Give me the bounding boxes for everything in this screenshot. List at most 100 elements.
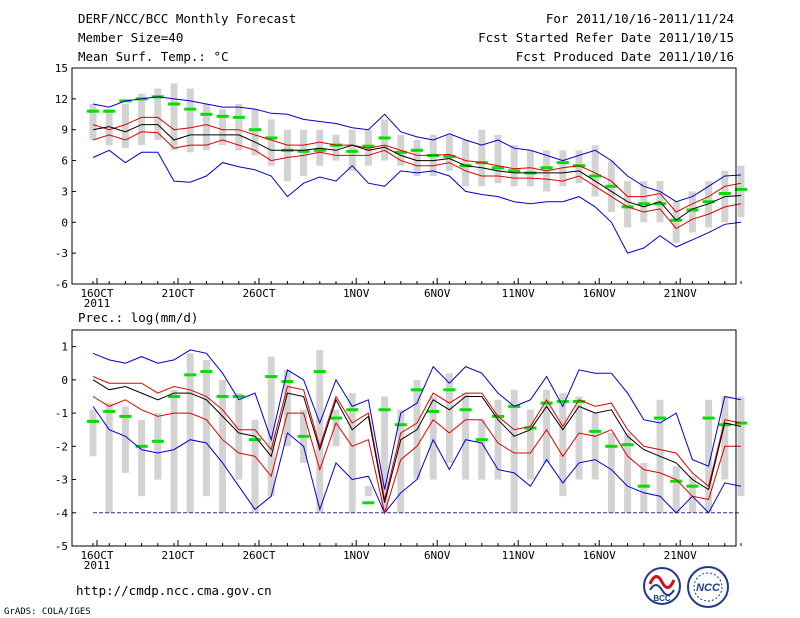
prec-y-tick-label: 0 <box>61 374 68 387</box>
prec-range-bar <box>429 396 437 480</box>
prec-y-tick-label: 1 <box>61 341 68 354</box>
prec-plot-frame <box>71 329 737 547</box>
prec-range-bar <box>105 403 113 513</box>
temp-range-bar <box>591 145 599 197</box>
ncc-logo-inner-ring <box>693 572 723 602</box>
temp-x-tick-label: 16NOV <box>583 287 616 300</box>
variable-label: Mean Surf. Temp.: °C <box>78 49 229 64</box>
prec-range-bar <box>202 359 210 497</box>
temp-range-bar <box>267 119 275 166</box>
ncc-logo: NCC <box>687 566 729 608</box>
prec-median-line <box>92 379 742 503</box>
prec-range-bar <box>251 419 259 513</box>
temp-x-tick-label: 1NOV <box>343 287 370 300</box>
prec-range-bar <box>672 466 680 513</box>
temp-range-bar <box>478 129 486 187</box>
temp-range-bar <box>251 109 259 156</box>
prec-range-bar <box>559 393 567 497</box>
temp-range-bar <box>624 181 632 228</box>
prec-max-line <box>92 349 742 490</box>
temp-range-bar <box>186 88 194 153</box>
prec-range-bar <box>478 419 486 480</box>
prec-range-bar <box>607 433 615 513</box>
temp-p25-line <box>92 131 742 230</box>
temp-range-bar <box>494 134 502 184</box>
temp-y-tick-label: 9 <box>61 124 68 137</box>
temp-range-bar <box>688 191 696 233</box>
temp-x-tick-label: 11NOV <box>502 287 535 300</box>
temp-y-tick-label: -6 <box>55 278 68 291</box>
prec-range-bar <box>283 369 291 447</box>
prec-y-tick-label: -3 <box>55 474 68 487</box>
temp-x-tick-label: 26OCT <box>242 287 275 300</box>
temp-range-bar <box>381 119 389 161</box>
prec-p75-line <box>92 376 742 500</box>
temp-range-bar <box>219 109 227 146</box>
temp-range-bar <box>121 104 129 149</box>
temp-range-bar <box>89 104 97 140</box>
prec-x-tick-label: 1NOV <box>343 549 370 562</box>
prec-range-bar <box>526 409 534 480</box>
temp-x-tick-label: 16OCT <box>80 287 113 300</box>
prec-range-bar <box>154 413 162 480</box>
prec-x-tick-label: 16NOV <box>583 549 616 562</box>
prec-range-bar <box>267 356 275 497</box>
source-url[interactable]: http://cmdp.ncc.cma.gov.cn <box>76 583 272 598</box>
prec-range-bar <box>170 389 178 513</box>
bcc-logo: BCC <box>643 567 681 605</box>
temp-range-bar <box>202 104 210 151</box>
prec-range-bar <box>235 393 243 480</box>
prec-range-bar <box>494 399 502 480</box>
temp-p75-line <box>92 116 742 213</box>
prec-y-tick-label: -2 <box>55 440 68 453</box>
temp-x-tick-label: 21NOV <box>664 287 697 300</box>
temp-range-bar <box>672 201 680 243</box>
bcc-logo-swirl <box>648 575 676 589</box>
prec-range-bar <box>640 462 648 513</box>
temp-range-bar <box>235 104 243 151</box>
temp-median-line <box>92 124 742 221</box>
temp-max-line <box>92 96 742 203</box>
temp-range-bar <box>170 83 178 151</box>
prec-min-line <box>92 406 742 514</box>
precip-label: Prec.: log(mm/d) <box>78 310 198 325</box>
prec-y-tick-label: -1 <box>55 407 68 420</box>
temp-range-bar <box>332 134 340 161</box>
prec-range-bar <box>219 379 227 513</box>
prec-range-bar <box>688 476 696 513</box>
temp-x-tick-label: 6NOV <box>424 287 451 300</box>
temp-y-tick-label: -3 <box>55 247 68 260</box>
prec-range-bar <box>332 409 340 447</box>
prec-range-bar <box>89 409 97 457</box>
prec-range-bar <box>186 353 194 513</box>
temp-y-tick-label: 6 <box>61 155 68 168</box>
prec-range-bar <box>445 373 453 463</box>
bcc-logo-text: BCC <box>653 594 671 603</box>
temp-range-bar <box>445 134 453 171</box>
temp-range-bar <box>300 129 308 176</box>
prec-range-bar <box>705 399 713 513</box>
temp-range-bar <box>283 129 291 182</box>
prec-range-bar <box>381 396 389 513</box>
prec-p25-line <box>92 396 741 515</box>
prec-range-bar <box>462 393 470 480</box>
forecast-produced-date: Fcst Produced Date 2011/10/16 <box>516 49 734 64</box>
prec-range-bar <box>543 389 551 463</box>
temp-range-bar <box>154 88 162 140</box>
prec-range-bar <box>316 349 324 513</box>
prec-x-tick-label: 6NOV <box>424 549 451 562</box>
member-size: Member Size=40 <box>78 30 183 45</box>
prec-range-bar <box>121 406 129 473</box>
prec-range-bar <box>575 396 583 480</box>
prec-x-tick-label: 21OCT <box>161 549 194 562</box>
temp-range-bar <box>138 93 146 146</box>
temp-y-tick-label: 15 <box>55 62 68 75</box>
temp-range-bar <box>737 165 745 218</box>
temp-range-bar <box>640 181 648 223</box>
prec-range-bar <box>138 419 146 497</box>
temp-range-bar <box>413 140 421 176</box>
temp-range-bar <box>462 140 470 187</box>
